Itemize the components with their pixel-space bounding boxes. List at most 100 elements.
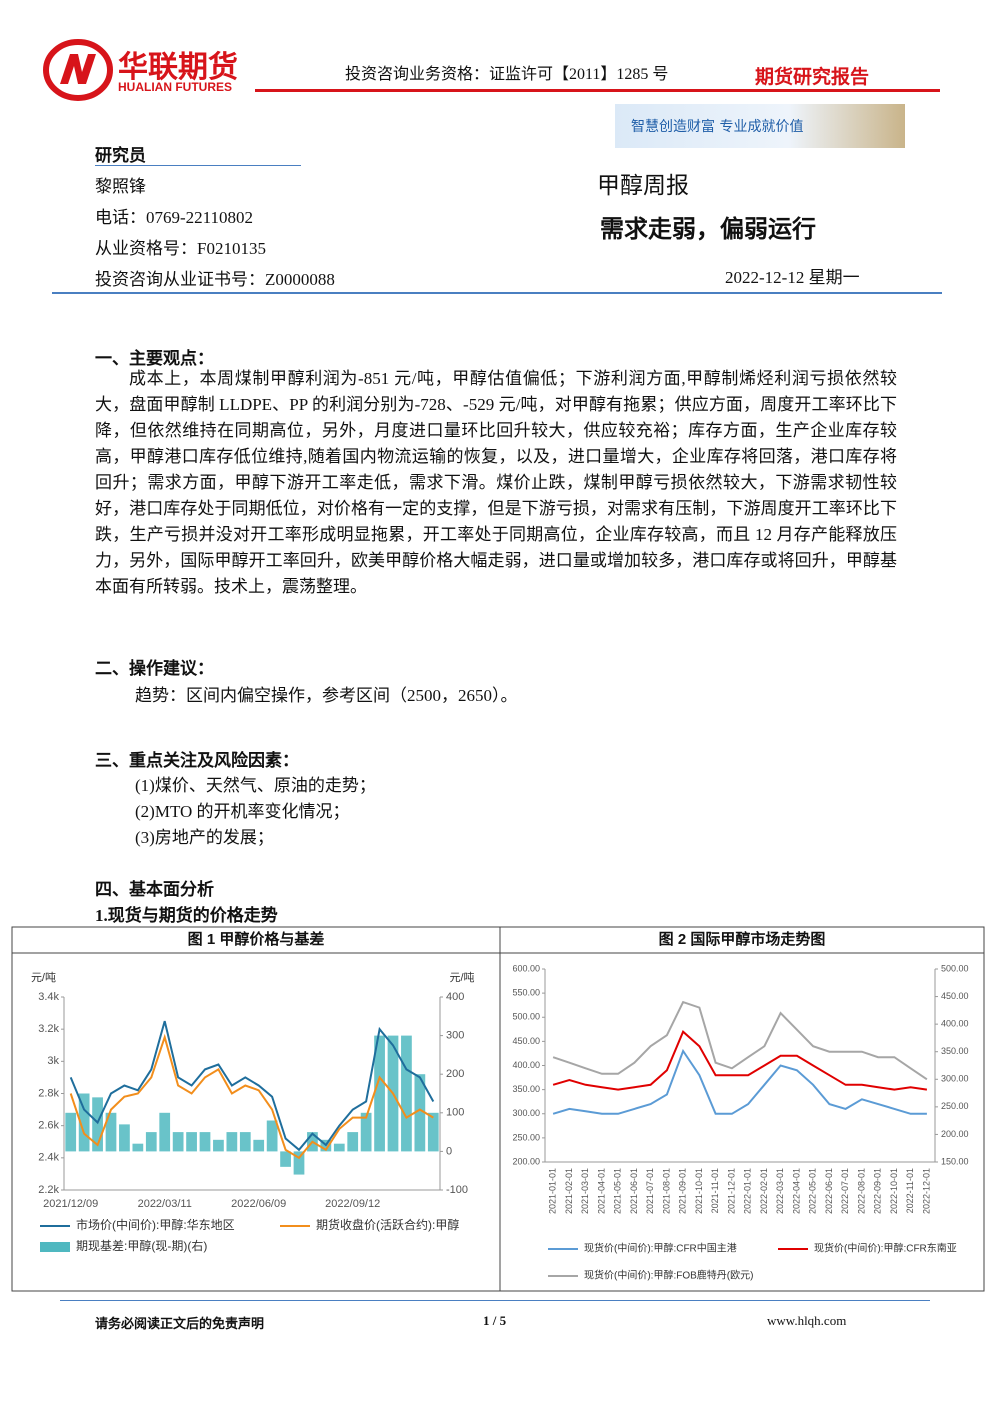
- x-tick-label: 2022-01-01: [743, 1168, 753, 1214]
- y2-tick-label: 300: [446, 1030, 464, 1042]
- qualification: 投资咨询业务资格：证监许可【2011】1285 号: [345, 66, 669, 83]
- header-rule: [255, 89, 940, 92]
- legend-label: 现货价(中间价):甲醇:CFR东南亚: [814, 1242, 957, 1255]
- slogan-banner: 智慧创造财富 专业成就价值: [615, 104, 905, 148]
- x-tick-label: 2022-04-01: [791, 1168, 801, 1214]
- x-tick-label: 2022-02-01: [759, 1168, 769, 1214]
- y-tick-label: 300.00: [512, 1108, 540, 1118]
- disclaimer: 请务必阅读正文后的免责声明: [95, 1316, 265, 1331]
- legend-label: 期现基差:甲醇(现-期)(右): [76, 1238, 207, 1253]
- section-heading: 一、主要观点：: [95, 349, 214, 368]
- y-tick-label: 2.4k: [38, 1152, 59, 1164]
- x-tick-label: 2021-07-01: [645, 1168, 655, 1214]
- y2-tick-label: 200: [446, 1068, 464, 1080]
- line: [552, 1000, 928, 1081]
- x-tick-label: 2021-04-01: [596, 1168, 606, 1214]
- x-tick-label: 2022-09-01: [873, 1168, 883, 1214]
- y-tick-label: 3k: [47, 1055, 59, 1067]
- y2-tick-label: 300.00: [941, 1074, 969, 1084]
- y-tick-label: 200.00: [512, 1156, 540, 1166]
- bar: [401, 1035, 412, 1152]
- x-tick-label: 2021-08-01: [661, 1168, 671, 1214]
- x-tick-label: 2021-06-01: [629, 1168, 639, 1214]
- y2-tick-label: 150.00: [941, 1156, 969, 1166]
- page-number: 1 / 5: [483, 1313, 507, 1328]
- y-tick-label: 2.8k: [38, 1087, 59, 1099]
- analyst-phone: 电话：0769-22110802: [95, 208, 254, 227]
- paragraph: 趋势：区间内偏空操作，参考区间（2500，2650）。: [135, 686, 518, 705]
- x-tick-label: 2022-05-01: [808, 1168, 818, 1214]
- bar: [186, 1132, 197, 1152]
- bar: [132, 1143, 144, 1152]
- y-tick-label: 400.00: [512, 1060, 540, 1070]
- x-tick-label: 2022/06/09: [231, 1198, 286, 1210]
- bar: [226, 1132, 238, 1152]
- analyst-heading: 研究员: [95, 146, 146, 165]
- report-date: 2022-12-12 星期一: [725, 268, 860, 287]
- bar: [199, 1132, 211, 1152]
- y-tick-label: 500.00: [512, 1012, 540, 1022]
- line: [552, 1048, 927, 1115]
- bar: [105, 1112, 117, 1152]
- y-tick-label: 2.2k: [38, 1184, 59, 1196]
- x-tick-label: 2021-05-01: [613, 1168, 623, 1214]
- list-item: (3)房地产的发展；: [135, 828, 274, 847]
- section-heading: 三、重点关注及风险因素：: [95, 751, 299, 770]
- logo-en: HUALIAN FUTURES: [118, 80, 232, 94]
- y2-unit: 元/吨: [449, 971, 474, 984]
- y2-tick-label: 100: [446, 1107, 464, 1119]
- line: [552, 1030, 928, 1091]
- y2-tick-label: 200.00: [941, 1129, 969, 1139]
- footer-rule: [60, 1300, 930, 1301]
- line: [69, 1033, 434, 1160]
- y2-tick-label: 450.00: [941, 991, 969, 1001]
- legend-label: 市场价(中间价):甲醇:华东地区: [76, 1217, 235, 1232]
- paragraph: 成本上，本周煤制甲醇利润为-851 元/吨，甲醇估值偏低；下游利润方面,甲醇制烯…: [95, 369, 897, 596]
- legend-label: 现货价(中间价):甲醇:CFR中国主港: [584, 1242, 737, 1255]
- bar: [239, 1132, 251, 1152]
- bar: [266, 1120, 278, 1152]
- y-tick-label: 3.2k: [38, 1023, 59, 1035]
- x-tick-label: 2022-10-01: [889, 1168, 899, 1214]
- x-tick-label: 2021-02-01: [564, 1168, 574, 1214]
- bar: [65, 1112, 77, 1152]
- x-tick-label: 2021/12/09: [43, 1198, 98, 1210]
- x-tick-label: 2022-08-01: [856, 1168, 866, 1214]
- bar: [347, 1132, 359, 1152]
- slogan: 智慧创造财富 专业成就价值: [631, 119, 804, 135]
- list-item: (1)煤价、天然气、原油的走势；: [135, 776, 376, 795]
- subsection-heading: 1.现货与期货的价格走势: [95, 906, 278, 925]
- y-tick-label: 2.6k: [38, 1120, 59, 1132]
- logo-mark: [43, 39, 113, 101]
- line: [69, 1020, 435, 1152]
- y-tick-label: 250.00: [512, 1132, 540, 1142]
- x-tick-label: 2021-01-01: [548, 1168, 558, 1214]
- x-tick-label: 2021-09-01: [678, 1168, 688, 1214]
- x-tick-label: 2021-10-01: [694, 1168, 704, 1214]
- bar: [253, 1139, 265, 1152]
- bar: [172, 1132, 184, 1152]
- y-tick-label: 450.00: [512, 1036, 540, 1046]
- section-heading: 二、操作建议：: [95, 659, 214, 678]
- bar: [427, 1112, 439, 1152]
- x-tick-label: 2022-12-01: [921, 1168, 931, 1214]
- y-tick-label: 3.4k: [38, 991, 59, 1003]
- x-tick-label: 2022-06-01: [824, 1168, 834, 1214]
- y-unit: 元/吨: [31, 971, 56, 984]
- x-tick-label: 2022-07-01: [840, 1168, 850, 1214]
- section-heading: 四、基本面分析: [95, 880, 214, 899]
- chart-title: 图 1 甲醇价格与基差: [188, 930, 325, 948]
- x-tick-label: 2022/03/11: [138, 1198, 192, 1210]
- analyst-rule: [95, 165, 301, 166]
- y2-tick-label: 0: [446, 1145, 452, 1157]
- legend-label: 期货收盘价(活跃合约):甲醇: [316, 1217, 459, 1232]
- bar: [280, 1151, 291, 1167]
- bar: [145, 1132, 157, 1152]
- bar: [213, 1139, 224, 1152]
- x-tick-label: 2022-11-01: [905, 1168, 915, 1213]
- figure-frame: [11, 926, 985, 1292]
- bar: [293, 1151, 305, 1175]
- chart-title: 图 2 国际甲醇市场走势图: [659, 930, 826, 948]
